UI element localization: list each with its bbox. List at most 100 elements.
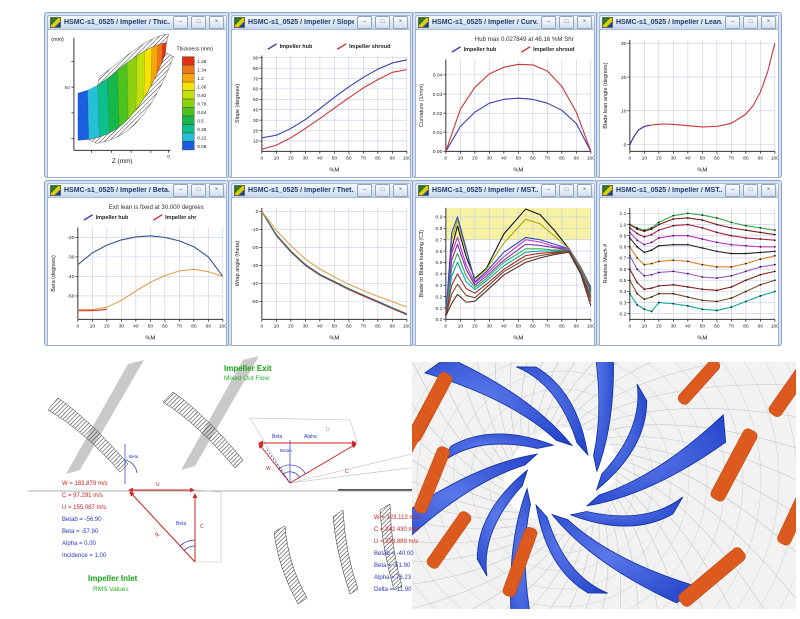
chart-window-0: HSMC-s1_0525 / Impeller / Thic... – □ × … (44, 12, 230, 178)
svg-text:0: 0 (260, 324, 263, 330)
chart-area: 50 0 (mm) Z (mm) Thickness (mm) 1.48 1.34 1.2 1.… (47, 30, 227, 178)
svg-text:(mm): (mm) (51, 37, 64, 43)
svg-text:Thickness (mm): Thickness (mm) (176, 47, 213, 53)
minimize-button[interactable]: – (725, 184, 740, 197)
maximize-button[interactable]: □ (375, 184, 390, 197)
svg-text:0: 0 (628, 156, 631, 162)
close-button[interactable]: × (209, 16, 224, 29)
value-row: Alpha = 76.23 (374, 575, 412, 581)
value-row: Beta = -51.90 (374, 563, 411, 569)
svg-text:0: 0 (444, 156, 447, 162)
svg-text:Impeller hub: Impeller hub (464, 47, 497, 53)
minimize-button[interactable]: – (541, 16, 556, 29)
exit-betab-label: Betab (280, 448, 292, 453)
app-icon (602, 17, 613, 28)
svg-text:80: 80 (559, 156, 565, 162)
svg-text:0.36: 0.36 (197, 127, 207, 133)
window-titlebar[interactable]: HSMC-s1_0525 / Impeller / Beta... – □ × (47, 183, 227, 198)
value-row: Betab = -56.90 (62, 517, 102, 523)
svg-text:-50: -50 (67, 294, 74, 300)
window-titlebar[interactable]: HSMC-s1_0525 / Impeller / Curv... – □ × (415, 15, 595, 30)
close-button[interactable]: × (209, 184, 224, 197)
svg-text:-20: -20 (251, 245, 258, 251)
svg-text:10: 10 (274, 156, 280, 162)
app-icon (50, 17, 61, 28)
value-row: U = 333.889 m/s (374, 539, 419, 545)
svg-text:50: 50 (700, 324, 706, 330)
close-button[interactable]: × (761, 16, 776, 29)
window-title: HSMC-s1_0525 / Impeller / Thet... (248, 187, 354, 194)
svg-text:0.08: 0.08 (197, 144, 207, 150)
inlet-c-label: C (200, 524, 204, 530)
svg-text:50: 50 (332, 324, 338, 330)
svg-text:Relative Mach #: Relative Mach # (603, 243, 609, 283)
svg-text:0.03: 0.03 (433, 92, 443, 98)
minimize-button[interactable]: – (173, 16, 188, 29)
svg-text:80: 80 (743, 156, 749, 162)
svg-text:0.7: 0.7 (620, 256, 627, 262)
minimize-button[interactable]: – (173, 184, 188, 197)
value-row: W = 183.879 m/s (62, 481, 108, 487)
minimize-button[interactable]: – (725, 16, 740, 29)
svg-text:%M: %M (329, 168, 339, 174)
maximize-button[interactable]: □ (191, 16, 206, 29)
svg-text:100: 100 (587, 156, 595, 162)
maximize-button[interactable]: □ (559, 16, 574, 29)
svg-text:0.00: 0.00 (433, 149, 443, 155)
svg-text:Slope (degrees): Slope (degrees) (235, 84, 241, 123)
exit-u-label: U (326, 427, 330, 433)
maximize-button[interactable]: □ (191, 184, 206, 197)
svg-text:70: 70 (177, 324, 183, 330)
maximize-button[interactable]: □ (743, 184, 758, 197)
window-titlebar[interactable]: HSMC-s1_0525 / Impeller / Slope – □ × (231, 15, 411, 30)
minimize-button[interactable]: – (541, 184, 556, 197)
value-row: Alpha = 0.00 (62, 541, 96, 547)
window-titlebar[interactable]: HSMC-s1_0525 / Impeller / Thic... – □ × (47, 15, 227, 30)
chart-plot: 0 10 20 30 40 50 60 70 80 90 100 10 20 30 40 50 60 70 80 90… (235, 43, 410, 174)
svg-text:50: 50 (516, 324, 522, 330)
maximize-button[interactable]: □ (375, 16, 390, 29)
close-button[interactable]: × (577, 16, 592, 29)
svg-text:0.02: 0.02 (433, 111, 443, 117)
minimize-button[interactable]: – (357, 184, 372, 197)
exit-beta-label: Beta (272, 434, 283, 440)
window-titlebar[interactable]: HSMC-s1_0525 / Impeller / Lean... – □ × (599, 15, 779, 30)
close-button[interactable]: × (761, 184, 776, 197)
app-icon (234, 185, 245, 196)
close-button[interactable]: × (393, 184, 408, 197)
window-titlebar[interactable]: HSMC-s1_0525 / Impeller / MST... – □ × (599, 183, 779, 198)
window-title: HSMC-s1_0525 / Impeller / Thic... (64, 19, 170, 26)
svg-text:0.5: 0.5 (436, 260, 443, 266)
svg-text:30: 30 (487, 324, 493, 330)
svg-text:50: 50 (332, 156, 338, 162)
svg-text:0: 0 (260, 156, 263, 162)
svg-text:90: 90 (574, 156, 580, 162)
value-row: Delta = -11.90 (374, 587, 412, 593)
svg-text:Impeller hub: Impeller hub (96, 215, 129, 221)
svg-text:50: 50 (700, 156, 706, 162)
svg-text:Curvature (1/mm): Curvature (1/mm) (419, 84, 425, 127)
svg-text:0.0: 0.0 (436, 317, 443, 323)
window-title: HSMC-s1_0525 / Impeller / MST... (616, 187, 722, 194)
window-titlebar[interactable]: HSMC-s1_0525 / Impeller / Thet... – □ × (231, 183, 411, 198)
svg-text:70: 70 (729, 156, 735, 162)
svg-text:0: 0 (444, 324, 447, 330)
svg-text:0: 0 (256, 209, 259, 215)
maximize-button[interactable]: □ (743, 16, 758, 29)
svg-text:Impeller shroud: Impeller shroud (349, 44, 390, 50)
close-button[interactable]: × (577, 184, 592, 197)
inlet-beta-label: Beta (176, 521, 187, 527)
impeller-mesh-view (412, 362, 796, 609)
window-titlebar[interactable]: HSMC-s1_0525 / Impeller / MST... – □ × (415, 183, 595, 198)
chart-window-1: HSMC-s1_0525 / Impeller / Slope – □ × 0 1… (228, 12, 414, 178)
svg-text:70: 70 (361, 324, 367, 330)
close-button[interactable]: × (393, 16, 408, 29)
minimize-button[interactable]: – (357, 16, 372, 29)
maximize-button[interactable]: □ (559, 184, 574, 197)
inlet-u-label: U (156, 482, 160, 488)
svg-text:0: 0 (76, 324, 79, 330)
value-row: W = 123.113 m/s (374, 515, 420, 521)
svg-text:40: 40 (317, 156, 323, 162)
svg-text:40: 40 (317, 324, 323, 330)
svg-text:80: 80 (191, 324, 197, 330)
